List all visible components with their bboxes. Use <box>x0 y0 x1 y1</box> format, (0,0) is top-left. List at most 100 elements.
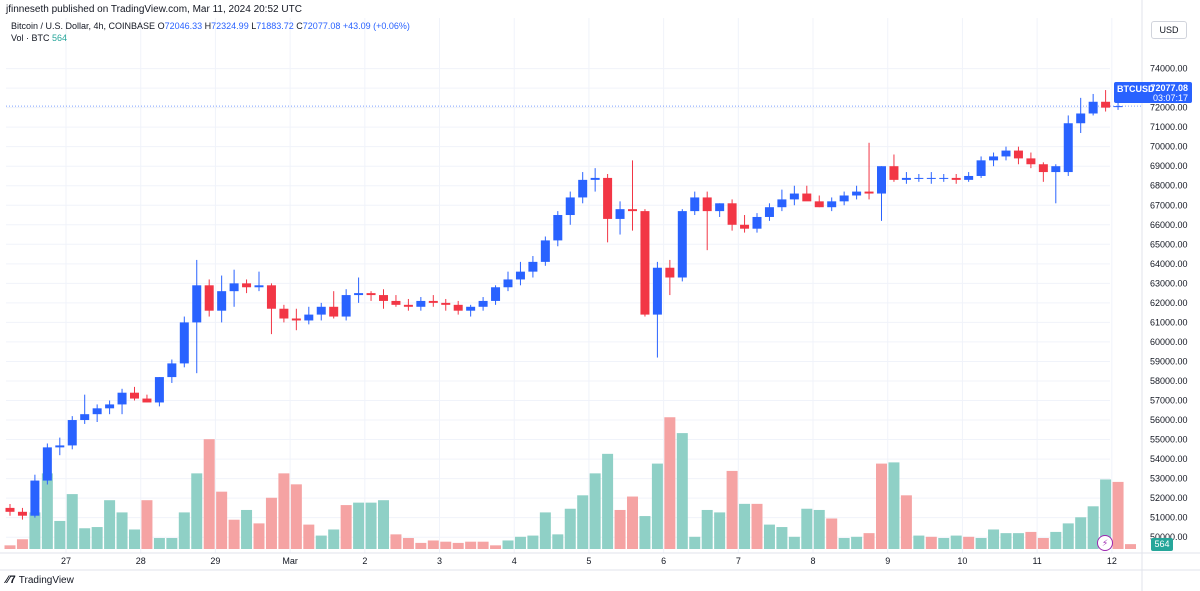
volume-bar <box>1075 517 1087 549</box>
volume-bar <box>216 491 228 549</box>
candle-body <box>764 207 774 217</box>
y-tick-label: 64000.00 <box>1150 259 1188 269</box>
price-tag-symbol: BTCUSD <box>1117 84 1155 94</box>
volume-bar <box>29 512 41 549</box>
volume-bar <box>365 502 377 549</box>
volume-bar <box>303 524 315 549</box>
candle-body <box>752 216 762 229</box>
y-tick-label: 55000.00 <box>1150 435 1188 445</box>
volume-bar <box>340 505 352 549</box>
candle-body <box>914 177 924 179</box>
volume-price-tag: 564 <box>1151 538 1173 551</box>
volume-bar <box>751 503 763 549</box>
candle-body <box>615 209 625 219</box>
candle-body <box>341 295 351 317</box>
candle-body <box>964 175 974 180</box>
candle-body <box>727 203 737 225</box>
candle-body <box>105 404 115 409</box>
volume-bar <box>415 542 427 549</box>
candle-body <box>864 191 874 194</box>
candle-body <box>466 306 476 311</box>
y-tick-label: 63000.00 <box>1150 278 1188 288</box>
volume-bar <box>577 495 589 549</box>
y-tick-label: 65000.00 <box>1150 239 1188 249</box>
candle-body <box>1063 123 1073 173</box>
volume-bar <box>191 473 203 549</box>
candle-body <box>428 300 438 303</box>
candle-body <box>478 300 488 307</box>
y-tick-label: 53000.00 <box>1150 474 1188 484</box>
currency-button[interactable]: USD <box>1151 21 1187 39</box>
x-tick-label: 3 <box>437 556 442 566</box>
candle-body <box>279 308 289 319</box>
volume-bar <box>975 538 987 549</box>
candle-body <box>652 267 662 315</box>
candle-body <box>939 177 949 179</box>
volume-bar <box>241 509 253 549</box>
tradingview-footer: ⁄⁄7 TradingView <box>6 574 74 586</box>
candle-body <box>366 293 376 296</box>
y-tick-label: 54000.00 <box>1150 454 1188 464</box>
volume-bar <box>938 538 950 549</box>
candle-body <box>901 177 911 180</box>
candle-body <box>491 287 501 301</box>
volume-bar <box>714 512 726 549</box>
volume-bar <box>676 433 688 549</box>
candle-body <box>578 179 588 198</box>
volume-bar <box>1087 506 1099 549</box>
ohlc-close: C72077.08 <box>296 21 341 31</box>
candle-body <box>42 447 52 481</box>
tradingview-logo-icon: ⁄⁄7 <box>6 574 16 586</box>
x-tick-label: 8 <box>811 556 816 566</box>
volume-bar <box>614 509 626 549</box>
volume-bar <box>913 535 925 549</box>
volume-bar <box>539 512 551 549</box>
volume-bar <box>627 496 638 549</box>
lightning-icon[interactable]: ⚡ <box>1097 535 1113 551</box>
volume-bar <box>153 538 165 549</box>
candle-body <box>92 408 102 415</box>
x-tick-label: 2 <box>362 556 367 566</box>
volume-bar <box>477 541 489 549</box>
candle-body <box>565 197 575 216</box>
candle-body <box>229 283 239 292</box>
volume-value: 564 <box>52 33 68 43</box>
candle-body <box>503 279 513 288</box>
candle-body <box>254 285 264 288</box>
candle-body <box>441 302 451 305</box>
candle-body <box>1101 101 1111 108</box>
candle-body <box>777 199 787 208</box>
volume-bar <box>490 545 502 549</box>
ohlc-low: L71883.72 <box>251 21 294 31</box>
volume-bar <box>788 536 800 549</box>
candle-body <box>5 507 15 512</box>
volume-bar <box>838 538 850 549</box>
candle-body <box>528 261 538 272</box>
volume-bar <box>888 462 900 549</box>
volume-bar <box>16 539 28 549</box>
volume-bar <box>639 516 651 549</box>
y-tick-label: 58000.00 <box>1150 376 1188 386</box>
volume-bar <box>104 500 116 549</box>
volume-bar <box>801 508 813 549</box>
candle-body <box>1013 150 1023 159</box>
x-tick-label: 4 <box>512 556 517 566</box>
candle-body <box>1076 113 1086 124</box>
volume-bar <box>166 538 178 549</box>
candle-body <box>416 300 426 307</box>
candle-body <box>989 156 999 161</box>
candle-body <box>827 201 837 208</box>
price-tag-price: 72077.08 <box>1150 83 1188 93</box>
candle-body <box>852 191 862 196</box>
candle-body <box>951 177 961 180</box>
volume-bar <box>390 534 402 549</box>
volume-bar <box>664 417 676 549</box>
volume-bar <box>826 518 838 549</box>
candle-body <box>1113 106 1123 108</box>
volume-bar <box>1062 523 1074 549</box>
footer-brand: TradingView <box>18 575 74 586</box>
candle-body <box>839 195 849 202</box>
volume-bar <box>228 519 240 549</box>
volume-bar <box>1100 479 1112 549</box>
